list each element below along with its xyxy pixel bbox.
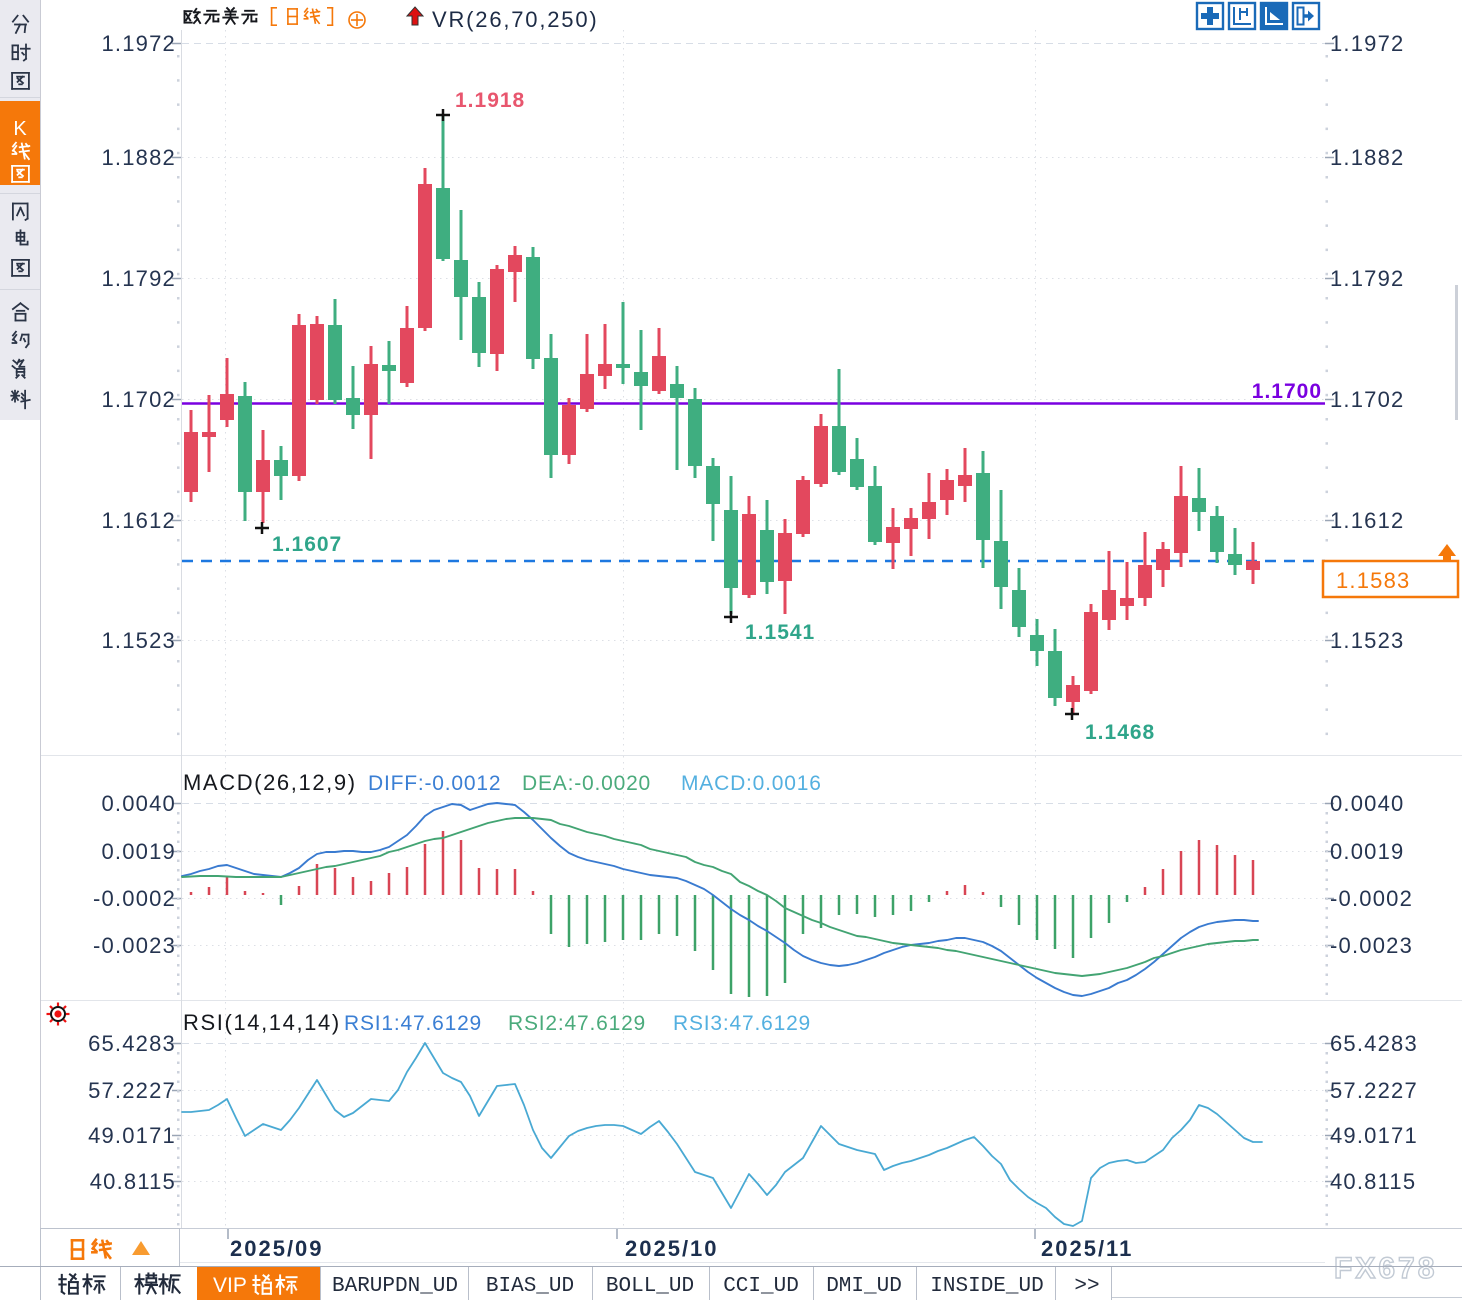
- svg-text:1.1468: 1.1468: [1085, 721, 1155, 744]
- svg-text:1.1918: 1.1918: [455, 89, 525, 112]
- svg-text:1.1972: 1.1972: [1330, 31, 1405, 56]
- svg-text:49.0171: 49.0171: [88, 1123, 176, 1148]
- svg-text:CCI_UD: CCI_UD: [723, 1275, 799, 1298]
- svg-text:INSIDE_UD: INSIDE_UD: [930, 1275, 1043, 1298]
- svg-text:-0.0002: -0.0002: [1330, 886, 1413, 911]
- svg-text:RSI1:47.6129: RSI1:47.6129: [344, 1012, 482, 1035]
- svg-text:MACD:0.0016: MACD:0.0016: [681, 772, 822, 795]
- svg-text:1.1612: 1.1612: [102, 508, 177, 533]
- svg-text:2025/10: 2025/10: [625, 1236, 719, 1261]
- svg-text:57.2227: 57.2227: [1330, 1078, 1418, 1103]
- svg-text:1.1792: 1.1792: [1330, 266, 1405, 291]
- svg-text:VR(26,70,250): VR(26,70,250): [432, 7, 599, 32]
- svg-text:1.1700: 1.1700: [1252, 380, 1322, 403]
- svg-text:1.1702: 1.1702: [102, 387, 177, 412]
- svg-text:BIAS_UD: BIAS_UD: [486, 1275, 574, 1298]
- svg-text:RSI2:47.6129: RSI2:47.6129: [508, 1012, 646, 1035]
- svg-text:57.2227: 57.2227: [88, 1078, 176, 1103]
- svg-text:1.1583: 1.1583: [1336, 568, 1411, 593]
- svg-text:1.1882: 1.1882: [102, 145, 177, 170]
- svg-text:0.0019: 0.0019: [1330, 839, 1405, 864]
- svg-text:1.1702: 1.1702: [1330, 387, 1405, 412]
- svg-text:2025/11: 2025/11: [1041, 1236, 1133, 1261]
- svg-text:1.1607: 1.1607: [272, 533, 342, 556]
- svg-text:FX678: FX678: [1334, 1252, 1437, 1285]
- svg-text:BARUPDN_UD: BARUPDN_UD: [332, 1275, 458, 1298]
- svg-text:BOLL_UD: BOLL_UD: [606, 1275, 694, 1298]
- svg-text:-0.0023: -0.0023: [1330, 933, 1413, 958]
- svg-text:1.1972: 1.1972: [102, 31, 177, 56]
- svg-text:DMI_UD: DMI_UD: [826, 1275, 902, 1298]
- svg-text:49.0171: 49.0171: [1330, 1123, 1418, 1148]
- svg-text:VIP: VIP: [213, 1274, 247, 1297]
- svg-text:65.4283: 65.4283: [88, 1031, 176, 1056]
- svg-text:1.1612: 1.1612: [1330, 508, 1405, 533]
- svg-text:1.1882: 1.1882: [1330, 145, 1405, 170]
- svg-text:-0.0002: -0.0002: [93, 886, 176, 911]
- svg-text:DIFF:-0.0012: DIFF:-0.0012: [368, 772, 501, 795]
- svg-text:1.1792: 1.1792: [102, 266, 177, 291]
- svg-text:>>: >>: [1074, 1275, 1099, 1298]
- svg-text:65.4283: 65.4283: [1330, 1031, 1418, 1056]
- svg-text:0.0019: 0.0019: [102, 839, 177, 864]
- svg-text:RSI(14,14,14): RSI(14,14,14): [183, 1010, 341, 1035]
- svg-text:1.1523: 1.1523: [1330, 628, 1405, 653]
- svg-text:1.1523: 1.1523: [102, 628, 177, 653]
- svg-text:0.0040: 0.0040: [1330, 791, 1405, 816]
- svg-text:40.8115: 40.8115: [1330, 1169, 1416, 1194]
- svg-text:2025/09: 2025/09: [230, 1236, 324, 1261]
- svg-text:K: K: [13, 118, 27, 140]
- svg-text:DEA:-0.0020: DEA:-0.0020: [522, 772, 651, 795]
- svg-text:-0.0023: -0.0023: [93, 933, 176, 958]
- svg-text:0.0040: 0.0040: [102, 791, 177, 816]
- svg-text:MACD(26,12,9): MACD(26,12,9): [183, 770, 357, 795]
- svg-text:1.1541: 1.1541: [745, 621, 815, 644]
- svg-text:40.8115: 40.8115: [90, 1169, 176, 1194]
- svg-text:RSI3:47.6129: RSI3:47.6129: [673, 1012, 811, 1035]
